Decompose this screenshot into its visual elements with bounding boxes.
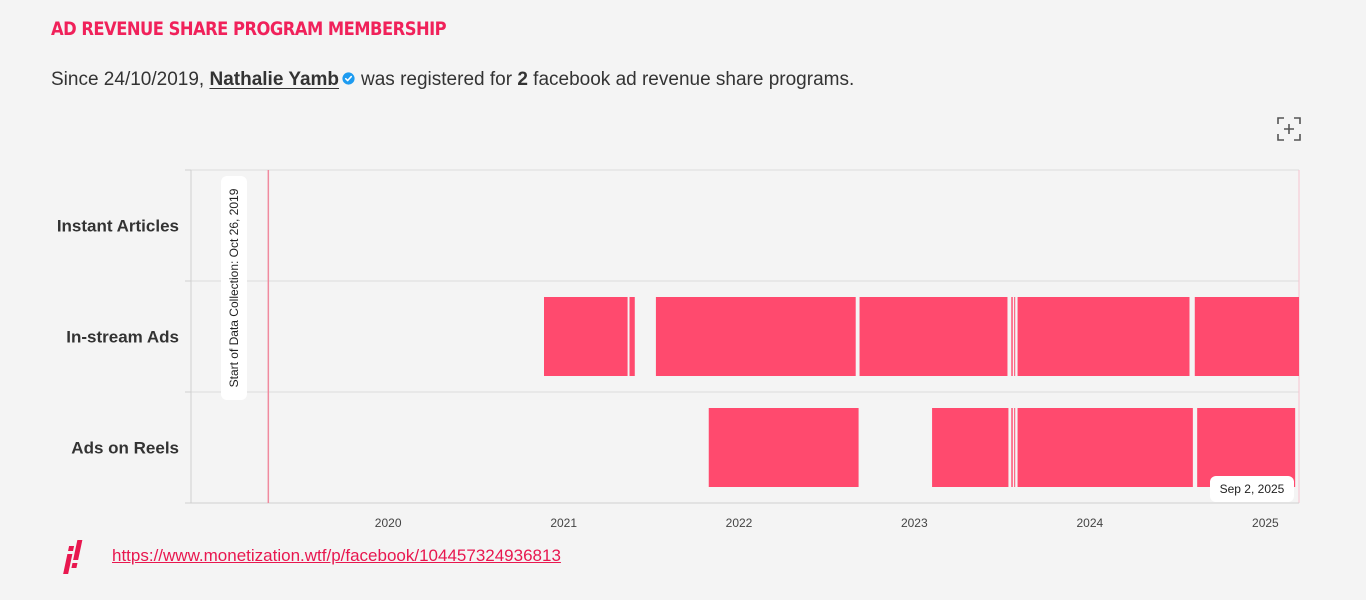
end-date-callout-bg <box>1210 476 1294 502</box>
x-tick-label: 2020 <box>375 516 402 530</box>
membership-bar <box>544 297 628 376</box>
membership-bar <box>1014 297 1016 376</box>
membership-bar <box>1197 408 1296 487</box>
membership-bar <box>1011 408 1013 487</box>
monetization-logo-icon <box>63 540 83 574</box>
end-date-callout-group: Sep 2, 2025 <box>1210 476 1294 502</box>
fullscreen-icon[interactable] <box>1276 116 1302 142</box>
membership-bar <box>859 297 1008 376</box>
membership-bar <box>708 408 859 487</box>
membership-summary: Since 24/10/2019, Nathalie Yamb was regis… <box>51 69 854 91</box>
membership-bar <box>932 408 1009 487</box>
x-tick-label: 2023 <box>901 516 928 530</box>
x-tick-label: 2022 <box>726 516 753 530</box>
program-count: 2 <box>517 69 528 90</box>
end-date-label: Sep 2, 2025 <box>1220 482 1285 496</box>
x-tick-label: 2025 <box>1252 516 1279 530</box>
summary-middle: was registered for <box>361 69 513 90</box>
membership-bar <box>629 297 635 376</box>
data-start-marker-label-bg <box>221 176 247 400</box>
page-name-link[interactable]: Nathalie Yamb <box>209 69 340 90</box>
category-label: In-stream Ads <box>66 328 179 347</box>
page-title: AD REVENUE SHARE PROGRAM MEMBERSHIP <box>51 18 447 40</box>
membership-bar <box>1017 408 1193 487</box>
membership-bar <box>1011 297 1013 376</box>
membership-bar <box>1014 408 1016 487</box>
membership-bar <box>1017 297 1190 376</box>
category-label: Instant Articles <box>57 217 179 236</box>
x-tick-label: 2021 <box>550 516 577 530</box>
data-start-marker-label-group: Start of Data Collection: Oct 26, 2019 <box>221 176 247 400</box>
source-url-link[interactable]: https://www.monetization.wtf/p/facebook/… <box>112 546 561 565</box>
summary-suffix: facebook ad revenue share programs. <box>533 69 855 90</box>
category-label: Ads on Reels <box>71 439 179 458</box>
membership-bar <box>1194 297 1299 376</box>
x-tick-label: 2024 <box>1076 516 1103 530</box>
membership-bar <box>655 297 856 376</box>
data-start-marker-label: Start of Data Collection: Oct 26, 2019 <box>227 188 241 387</box>
verified-badge-icon <box>342 72 355 85</box>
summary-prefix: Since 24/10/2019, <box>51 69 205 90</box>
